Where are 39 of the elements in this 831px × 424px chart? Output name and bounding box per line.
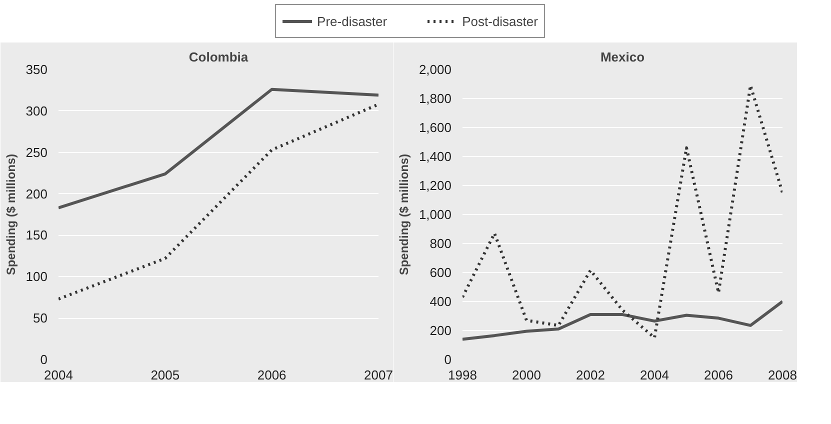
- y-tick-label: 1,200: [418, 178, 452, 193]
- y-tick-label: 800: [430, 236, 452, 251]
- y-tick-label: 150: [26, 228, 48, 243]
- y-tick-label: 1,600: [418, 120, 452, 135]
- x-tick-label: 2006: [704, 368, 733, 382]
- y-tick-label: 300: [26, 103, 48, 118]
- y-tick-label: 0: [40, 352, 48, 367]
- y-tick-label: 50: [33, 310, 48, 326]
- x-tick-label: 2004: [44, 368, 73, 382]
- x-tick-label: 2006: [257, 368, 286, 382]
- x-tick-label: 2005: [150, 368, 180, 382]
- y-tick-label: 1,000: [418, 207, 452, 222]
- x-tick-label: 2007: [364, 368, 393, 382]
- chart-title: Mexico: [600, 50, 645, 64]
- y-tick-label: 250: [26, 144, 48, 160]
- legend-label: Post-disaster: [462, 14, 538, 28]
- y-tick-label: 1,800: [418, 91, 452, 106]
- x-tick-label: 2002: [576, 368, 605, 382]
- legend-label: Pre-disaster: [317, 14, 388, 28]
- y-axis-title: Spending ($ millions): [396, 154, 411, 276]
- y-tick-label: 100: [26, 269, 48, 284]
- x-tick-label: 2004: [640, 368, 669, 382]
- line-series: [462, 300, 782, 341]
- x-tick-label: 1998: [448, 368, 477, 382]
- x-tick-label: 2000: [512, 368, 541, 382]
- line-series: [58, 88, 378, 210]
- y-tick-label: 600: [430, 265, 452, 280]
- y-tick-label: 1,400: [418, 149, 452, 164]
- line-series: [58, 102, 378, 301]
- y-tick-label: 200: [26, 186, 48, 202]
- y-axis-title: Spending ($ millions): [4, 154, 18, 276]
- y-tick-label: 2,000: [418, 62, 452, 77]
- y-tick-label: 400: [430, 294, 452, 309]
- y-tick-label: 200: [430, 323, 452, 338]
- y-tick-label: 350: [26, 62, 48, 77]
- line-series: [462, 84, 782, 340]
- x-tick-label: 2008: [768, 368, 797, 382]
- y-tick-label: 0: [444, 352, 452, 367]
- chart-title: Colombia: [188, 50, 249, 64]
